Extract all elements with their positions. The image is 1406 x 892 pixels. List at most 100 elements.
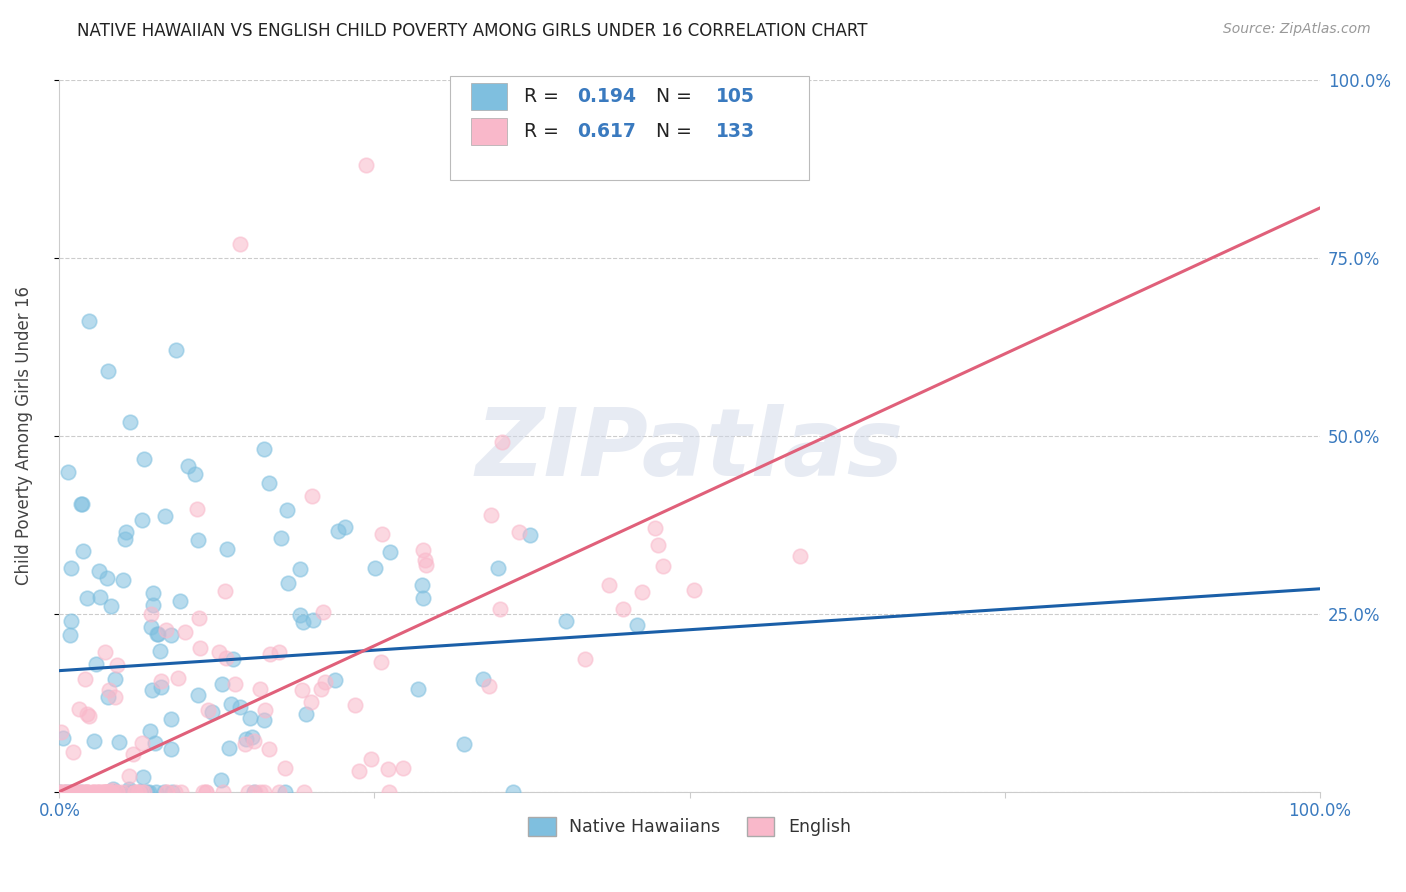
Point	[253, 713, 276, 727]
Point	[413, 553, 436, 567]
Point	[131, 784, 153, 798]
Text: Source: ZipAtlas.com: Source: ZipAtlas.com	[1223, 22, 1371, 37]
Point	[141, 683, 163, 698]
Point	[60, 784, 83, 798]
Point	[60, 784, 83, 798]
Point	[59, 628, 82, 642]
Point	[129, 784, 152, 798]
Point	[48, 784, 70, 798]
Point	[96, 784, 118, 798]
Text: 0.617: 0.617	[578, 122, 637, 142]
Point	[59, 615, 82, 629]
Point	[269, 645, 291, 659]
Point	[129, 784, 152, 798]
Point	[167, 671, 190, 685]
Point	[155, 623, 177, 637]
Point	[49, 724, 72, 739]
Point	[160, 784, 183, 798]
Point	[647, 538, 669, 552]
Point	[132, 452, 155, 467]
Point	[344, 698, 367, 712]
Point	[87, 784, 110, 798]
Point	[235, 732, 257, 747]
Point	[224, 677, 246, 691]
Point	[149, 674, 172, 689]
Point	[243, 734, 266, 748]
Point	[200, 705, 222, 719]
FancyBboxPatch shape	[471, 119, 506, 145]
Point	[378, 545, 401, 559]
FancyBboxPatch shape	[450, 77, 810, 179]
Point	[131, 513, 153, 527]
Text: R =: R =	[524, 87, 565, 106]
Point	[96, 784, 118, 798]
Point	[63, 784, 86, 798]
Point	[170, 784, 193, 798]
Point	[105, 784, 128, 798]
Point	[194, 784, 217, 798]
Point	[239, 711, 262, 725]
Point	[139, 607, 162, 622]
Point	[186, 502, 208, 516]
Point	[301, 489, 323, 503]
Point	[486, 561, 509, 575]
Point	[146, 626, 169, 640]
Point	[96, 571, 118, 585]
Point	[93, 645, 115, 659]
Y-axis label: Child Poverty Among Girls Under 16: Child Poverty Among Girls Under 16	[15, 286, 32, 585]
Point	[135, 784, 157, 798]
Point	[70, 497, 93, 511]
Point	[412, 543, 434, 558]
Point	[259, 476, 281, 491]
Point	[371, 526, 394, 541]
Point	[267, 784, 290, 798]
Point	[52, 731, 75, 746]
Point	[100, 599, 122, 613]
Point	[105, 658, 128, 673]
Legend: Native Hawaiians, English: Native Hawaiians, English	[520, 810, 858, 844]
Point	[84, 657, 107, 671]
Point	[145, 784, 167, 798]
Point	[129, 784, 152, 798]
Text: 0.194: 0.194	[578, 87, 637, 106]
Point	[453, 737, 475, 751]
Point	[211, 677, 233, 691]
Point	[174, 625, 197, 640]
Point	[149, 644, 172, 658]
Point	[100, 784, 122, 798]
Point	[76, 784, 98, 798]
Point	[96, 784, 118, 798]
Point	[77, 709, 100, 723]
Point	[360, 751, 382, 765]
Point	[98, 784, 121, 798]
Point	[96, 784, 118, 798]
Point	[86, 784, 108, 798]
Point	[48, 784, 70, 798]
Point	[312, 605, 335, 619]
Point	[49, 784, 72, 798]
Point	[97, 364, 120, 378]
Text: N =: N =	[644, 122, 697, 142]
Point	[87, 564, 110, 578]
Point	[197, 703, 219, 717]
Point	[163, 784, 186, 798]
Point	[55, 784, 77, 798]
Point	[274, 784, 297, 798]
Point	[270, 531, 292, 545]
Point	[411, 577, 433, 591]
Point	[75, 672, 97, 686]
Point	[150, 680, 173, 694]
Point	[155, 784, 177, 798]
Point	[75, 784, 97, 798]
Point	[103, 781, 125, 796]
Point	[146, 627, 169, 641]
Point	[67, 702, 90, 716]
Point	[274, 761, 297, 775]
Point	[555, 614, 578, 628]
Point	[93, 784, 115, 798]
Point	[683, 583, 706, 598]
Point	[93, 784, 115, 798]
FancyBboxPatch shape	[471, 83, 506, 110]
Point	[70, 784, 93, 798]
Point	[290, 682, 312, 697]
